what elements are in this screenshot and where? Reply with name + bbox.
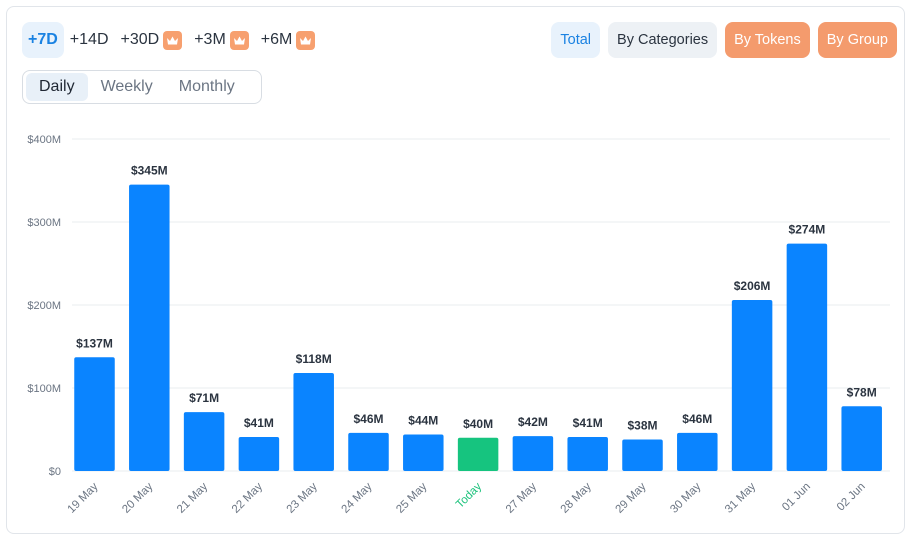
x-tick-label: 01 Jun <box>780 481 813 514</box>
bar <box>403 434 444 471</box>
data-label: $274M <box>789 223 826 237</box>
data-label: $46M <box>682 412 712 426</box>
data-label: $118M <box>296 352 332 366</box>
data-label: $38M <box>627 418 657 432</box>
bar <box>512 436 554 471</box>
x-tick-label: 23 May <box>285 480 320 515</box>
data-label: $40M <box>463 417 493 431</box>
y-tick-label: $200M <box>27 300 61 312</box>
x-tick-label: 20 May <box>120 480 155 515</box>
data-label: $345M <box>131 164 168 178</box>
x-tick-label: 02 Jun <box>835 481 868 514</box>
data-label: $46M <box>353 412 383 426</box>
total-button[interactable]: Total <box>551 22 601 58</box>
period-selector: +7D +14D +30D +3M +6M <box>22 22 321 58</box>
period-14d-button[interactable]: +14D <box>64 22 115 58</box>
x-tick-label: 21 May <box>175 480 210 515</box>
crown-icon <box>296 30 316 50</box>
data-label: $137M <box>76 336 113 350</box>
data-label: $206M <box>734 279 771 293</box>
by-tokens-button[interactable]: By Tokens <box>725 22 810 58</box>
x-tick-label: 19 May <box>65 480 100 515</box>
period-3m-button[interactable]: +3M <box>188 22 255 58</box>
data-label: $42M <box>518 415 548 429</box>
x-tick-label: 22 May <box>230 480 265 515</box>
by-group-button[interactable]: By Group <box>817 22 897 58</box>
data-label: $41M <box>244 416 274 430</box>
period-30d-button[interactable]: +30D <box>115 22 189 58</box>
bar <box>238 436 280 471</box>
granularity-tabs: Daily Weekly Monthly <box>22 70 262 104</box>
by-categories-button[interactable]: By Categories <box>608 22 718 58</box>
bar <box>457 437 499 471</box>
crown-icon <box>229 30 249 50</box>
y-tick-label: $300M <box>27 217 61 229</box>
period-label: +6M <box>260 31 293 48</box>
data-label: $41M <box>573 416 603 430</box>
x-tick-label: Today <box>454 480 484 510</box>
y-tick-label: $0 <box>49 466 61 478</box>
period-label: +30D <box>120 31 160 48</box>
data-label: $78M <box>847 385 877 399</box>
y-tick-label: $400M <box>27 134 61 146</box>
bar <box>567 436 608 471</box>
tab-daily[interactable]: Daily <box>26 73 88 101</box>
data-label: $44M <box>408 413 438 427</box>
bar <box>183 412 225 471</box>
tab-monthly[interactable]: Monthly <box>178 78 235 95</box>
bar <box>786 243 828 471</box>
x-tick-label: 28 May <box>559 480 594 515</box>
period-6m-button[interactable]: +6M <box>255 22 322 58</box>
y-tick-label: $100M <box>27 383 61 395</box>
period-7d-button[interactable]: +7D <box>22 22 64 58</box>
tab-weekly[interactable]: Weekly <box>100 78 153 95</box>
bar <box>622 439 663 471</box>
x-tick-label: 31 May <box>723 480 758 515</box>
bar <box>293 373 334 471</box>
bar <box>129 184 170 471</box>
breakdown-selector: Total By Categories By Tokens By Group <box>551 22 897 58</box>
period-label: +7D <box>28 31 58 48</box>
crown-icon <box>163 30 183 50</box>
bar <box>731 300 773 471</box>
bar <box>74 357 115 471</box>
x-tick-label: 24 May <box>339 480 374 515</box>
bar <box>841 406 882 471</box>
period-label: +14D <box>69 31 109 48</box>
data-label: $71M <box>189 391 219 405</box>
bar <box>677 432 718 471</box>
x-tick-label: 27 May <box>504 480 539 515</box>
x-tick-label: 30 May <box>668 480 703 515</box>
bar <box>348 432 389 471</box>
x-tick-label: 25 May <box>394 480 429 515</box>
period-label: +3M <box>194 31 226 48</box>
x-tick-label: 29 May <box>613 480 648 515</box>
